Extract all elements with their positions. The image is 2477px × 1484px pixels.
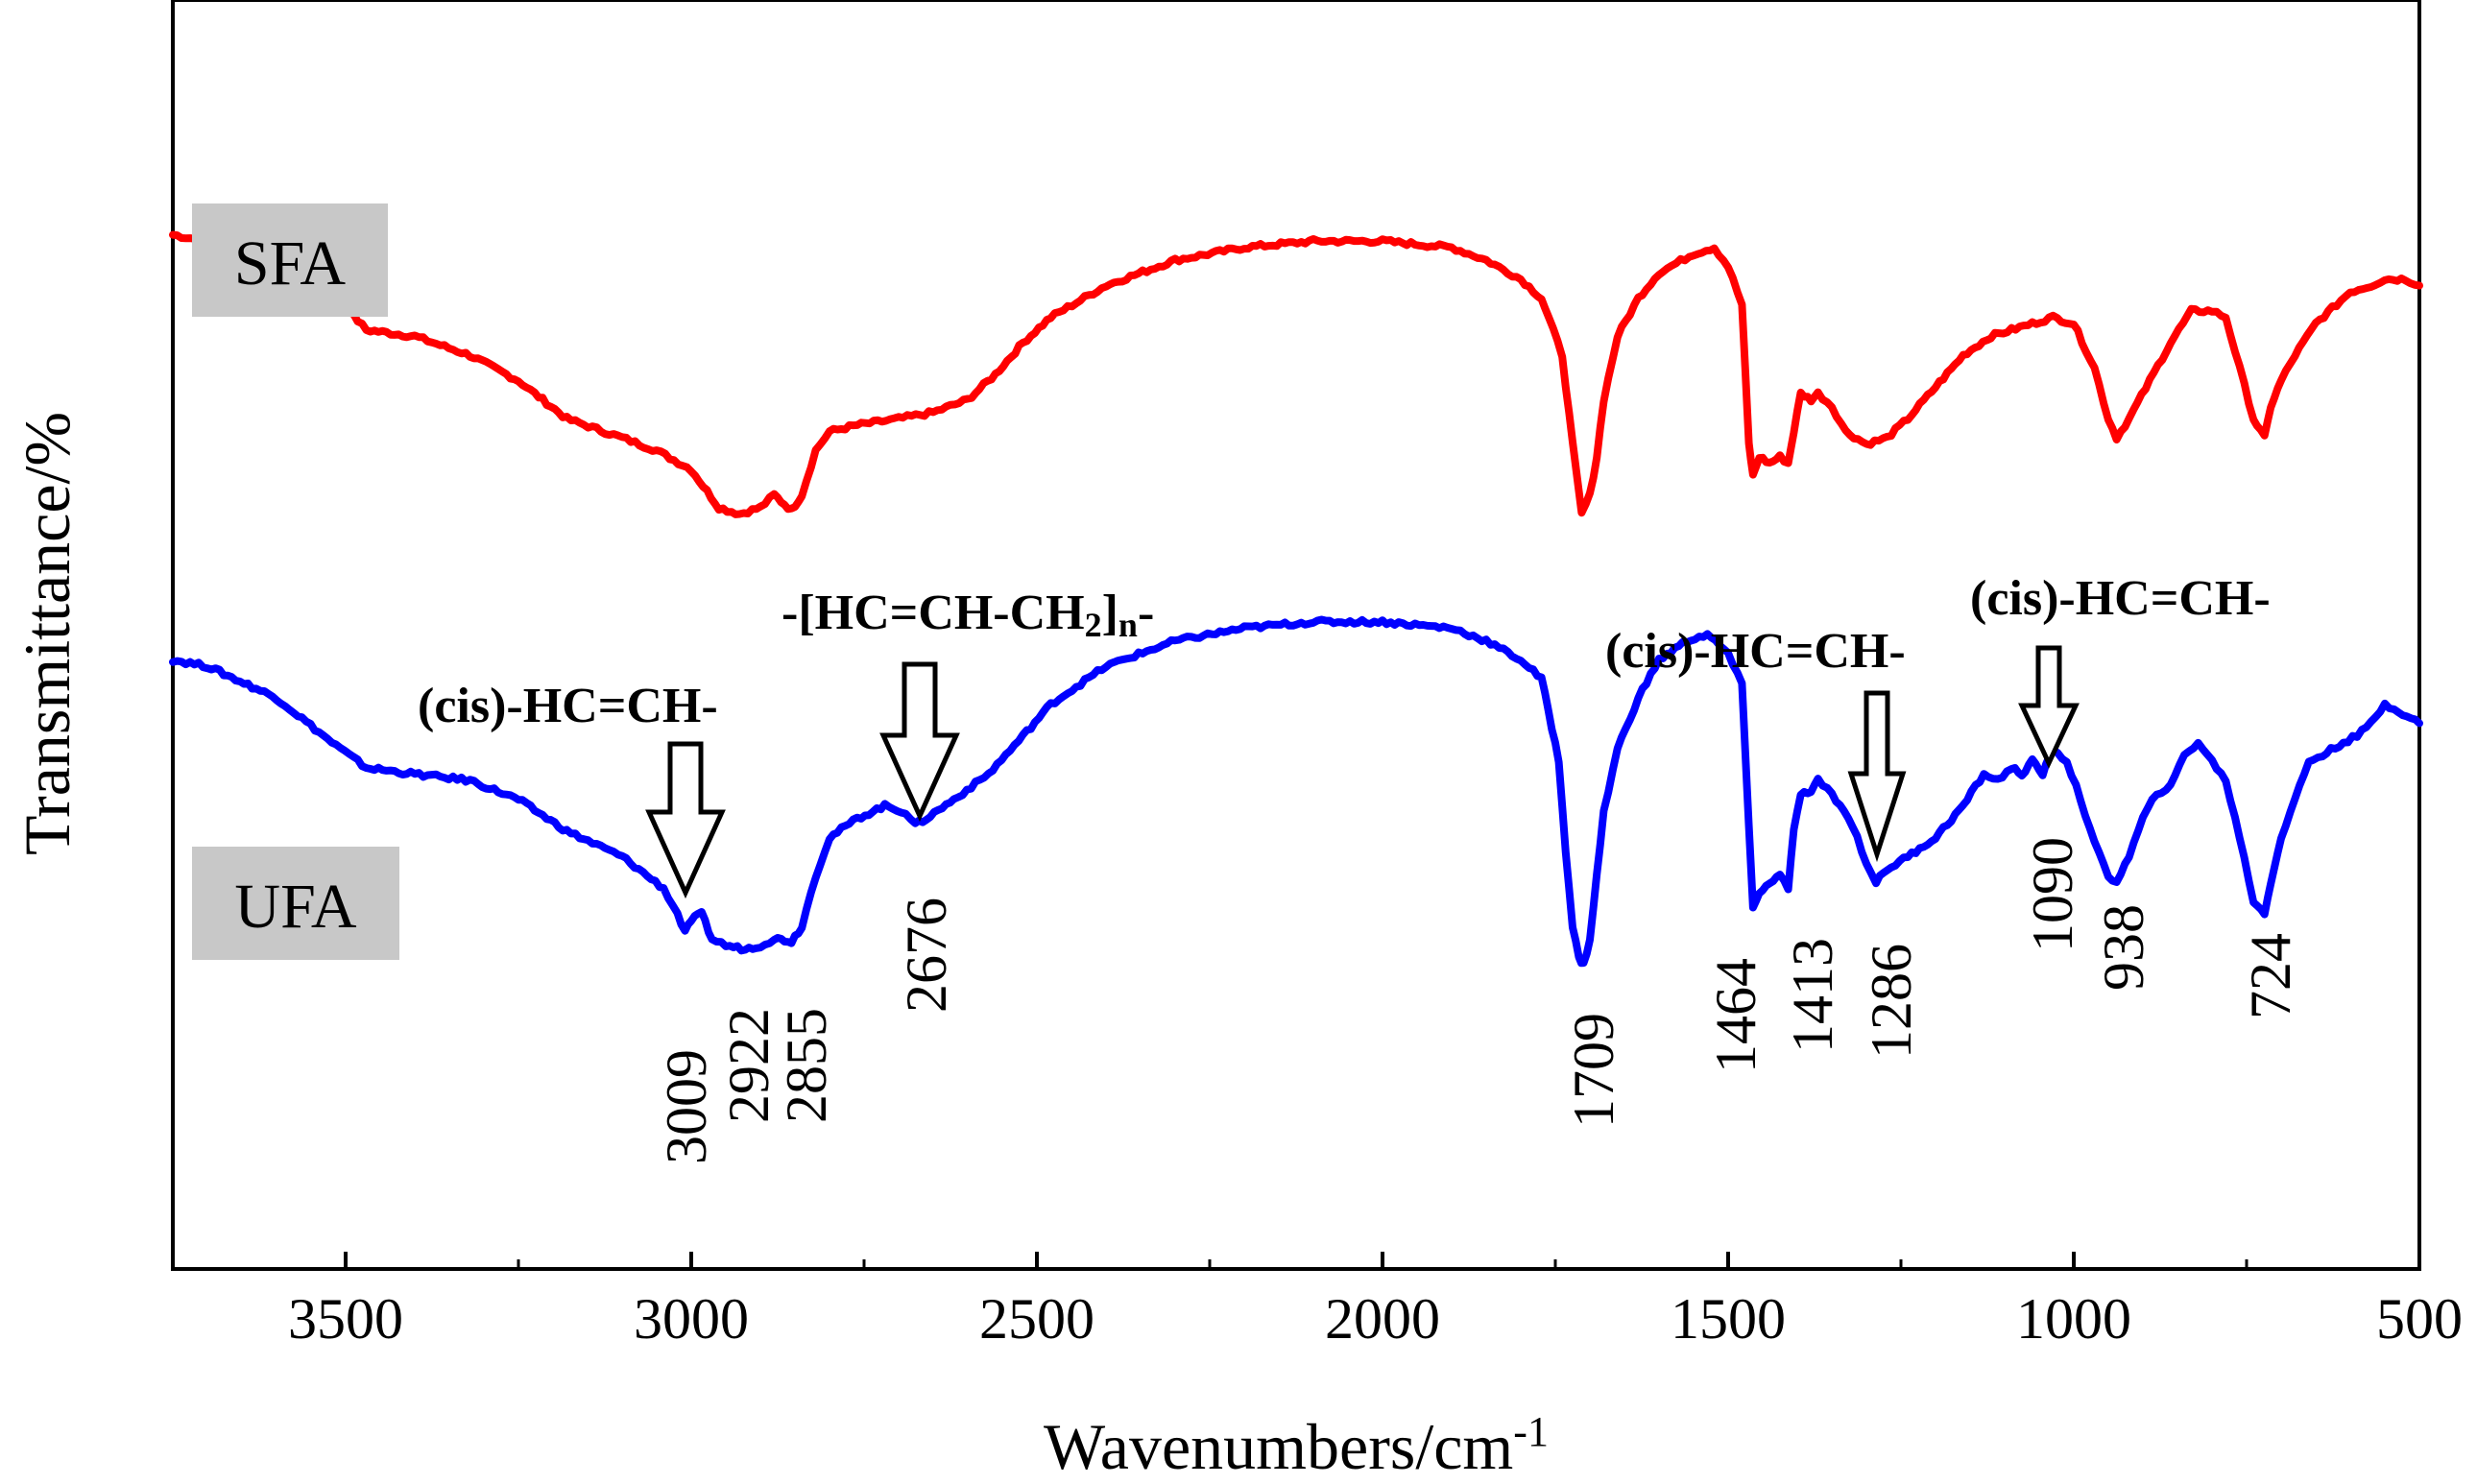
series-group [169,230,2423,968]
peak-label-724: 724 [2239,933,2302,1019]
annotation-polyene: -[HC=CH-CH2]n- [782,586,1154,644]
sample-tag-sfa-text: SFA [234,228,347,299]
sample-tag-ufa-bg [192,847,399,960]
peak-label-1709: 1709 [1562,1013,1625,1128]
annotation-polyene-sub1: 2 [1085,606,1102,644]
x-tick-label-1000: 1000 [2016,1287,2131,1351]
x-axis-title-main: Wavenumbers/cm [1044,1410,1513,1483]
x-tick-label-1500: 1500 [1671,1287,1786,1351]
x-axis-title-superscript: -1 [1513,1408,1549,1455]
arrow-1090 [2018,645,2080,769]
annotation-polyene-part3: - [1138,586,1154,640]
sample-tag-sfa: SFA [192,203,388,317]
peak-label-1090: 1090 [2021,837,2084,952]
x-tick-label-3000: 3000 [634,1287,749,1351]
series-line-ufa [169,615,2423,968]
peak-label-2855: 2855 [775,1008,838,1123]
arrow-3009 [645,741,726,899]
arrow-2676 [879,661,960,823]
sample-tag-ufa: UFA [192,847,399,960]
x-tick-label-2500: 2500 [979,1287,1094,1351]
annotation-cis-1090: (cis)-HC=CH- [1970,571,2271,626]
peak-label-1464: 1464 [1704,958,1768,1073]
x-axis-tick-labels: 3500 3000 2500 2000 1500 1000 500 [288,1287,2463,1351]
peak-label-1413: 1413 [1781,938,1844,1053]
x-tick-label-2000: 2000 [1325,1287,1440,1351]
peak-label-938: 938 [2092,904,2155,991]
peak-label-2922: 2922 [717,1008,781,1123]
x-tick-label-500: 500 [2376,1287,2463,1351]
plot-frame [171,0,2421,1271]
y-axis-title: Transmittance/% [11,412,84,855]
annotation-cis-1286: (cis)-HC=CH- [1605,624,1906,679]
annotation-polyene-sub2: n [1118,606,1138,644]
peak-label-1286: 1286 [1860,944,1923,1059]
x-axis-ticks [171,1252,2421,1269]
x-tick-label-3500: 3500 [288,1287,403,1351]
sample-tag-sfa-bg [192,203,388,317]
arrow-1286 [1847,690,1907,863]
peak-label-3009: 3009 [655,1049,718,1164]
annotation-polyene-part2: ] [1102,586,1118,640]
series-line-sfa [169,230,2423,518]
sample-tag-ufa-text: UFA [234,872,356,942]
peak-label-2676: 2676 [895,898,958,1013]
annotation-polyene-part1: -[HC=CH-CH [782,586,1085,640]
x-axis-title: Wavenumbers/cm-1 [1044,1408,1549,1484]
annotation-cis-3009: (cis)-HC=CH- [418,679,718,733]
